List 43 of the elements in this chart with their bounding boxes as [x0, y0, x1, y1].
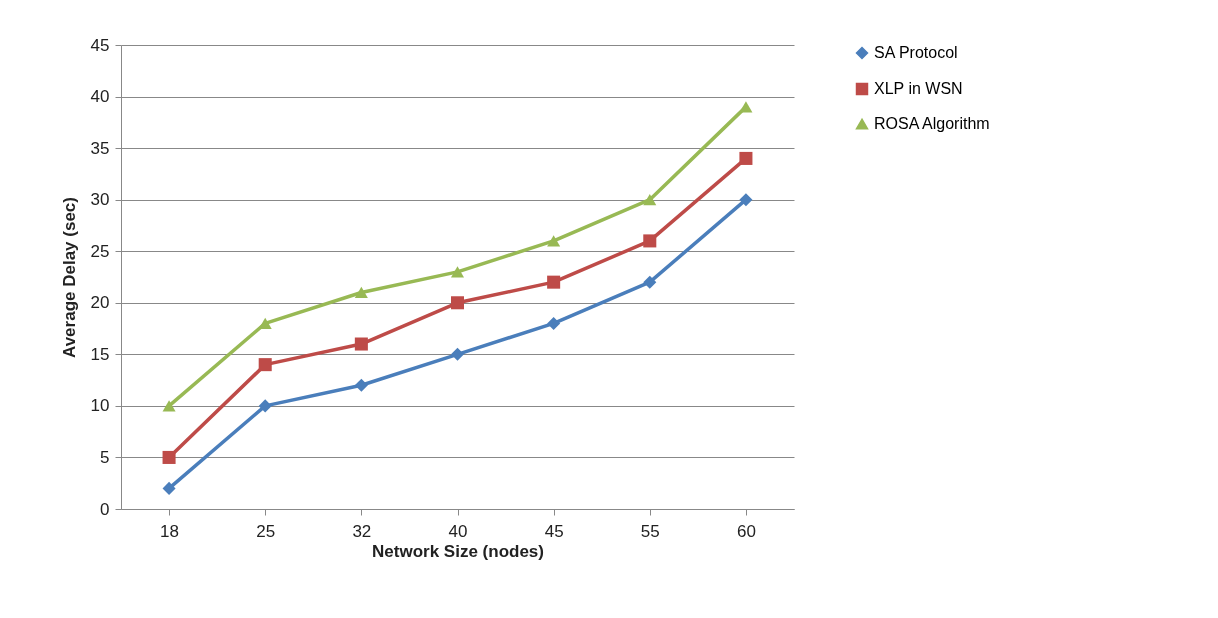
y-tick-label: 35 — [90, 138, 110, 158]
y-axis-title: Average Delay (sec) — [59, 197, 79, 358]
point — [739, 151, 753, 165]
x-tick-label: 25 — [256, 521, 276, 541]
point — [450, 266, 465, 278]
point — [547, 235, 561, 247]
point — [258, 399, 272, 413]
point — [547, 316, 561, 330]
point — [258, 358, 272, 372]
legend-label: ROSA Algorithm — [874, 115, 990, 132]
x-tick-label: 40 — [448, 521, 468, 541]
legend-label: SA Protocol — [874, 44, 958, 61]
x-axis-title: Network Size (nodes) — [372, 541, 544, 561]
y-tick-label: 40 — [90, 87, 110, 107]
point — [354, 286, 368, 299]
point — [162, 450, 176, 464]
y-tick-label: 15 — [90, 344, 110, 364]
point — [643, 234, 657, 248]
point — [643, 275, 657, 289]
point — [162, 481, 176, 495]
y-tick-label: 0 — [100, 499, 110, 519]
x-tick-label: 45 — [544, 521, 564, 541]
y-tick-label: 10 — [90, 396, 110, 416]
point — [354, 337, 368, 351]
point — [450, 296, 465, 310]
point — [258, 317, 272, 330]
x-tick-label: 60 — [736, 521, 756, 541]
point — [643, 194, 657, 206]
x-tick-label: 32 — [352, 521, 372, 541]
y-tick-label: 30 — [90, 190, 110, 210]
x-tick-label: 55 — [640, 521, 660, 541]
y-tick-label: 5 — [100, 447, 110, 467]
y-tick-label: 25 — [90, 241, 110, 261]
y-tick-label: 45 — [90, 35, 110, 55]
legend-label: XLP in WSN — [874, 80, 963, 97]
y-tick-label: 20 — [90, 293, 110, 313]
x-tick-label: 18 — [160, 521, 180, 541]
point — [547, 275, 561, 289]
point — [162, 400, 176, 412]
point — [354, 378, 368, 392]
point — [739, 101, 753, 113]
point — [739, 193, 753, 207]
point — [450, 347, 465, 361]
